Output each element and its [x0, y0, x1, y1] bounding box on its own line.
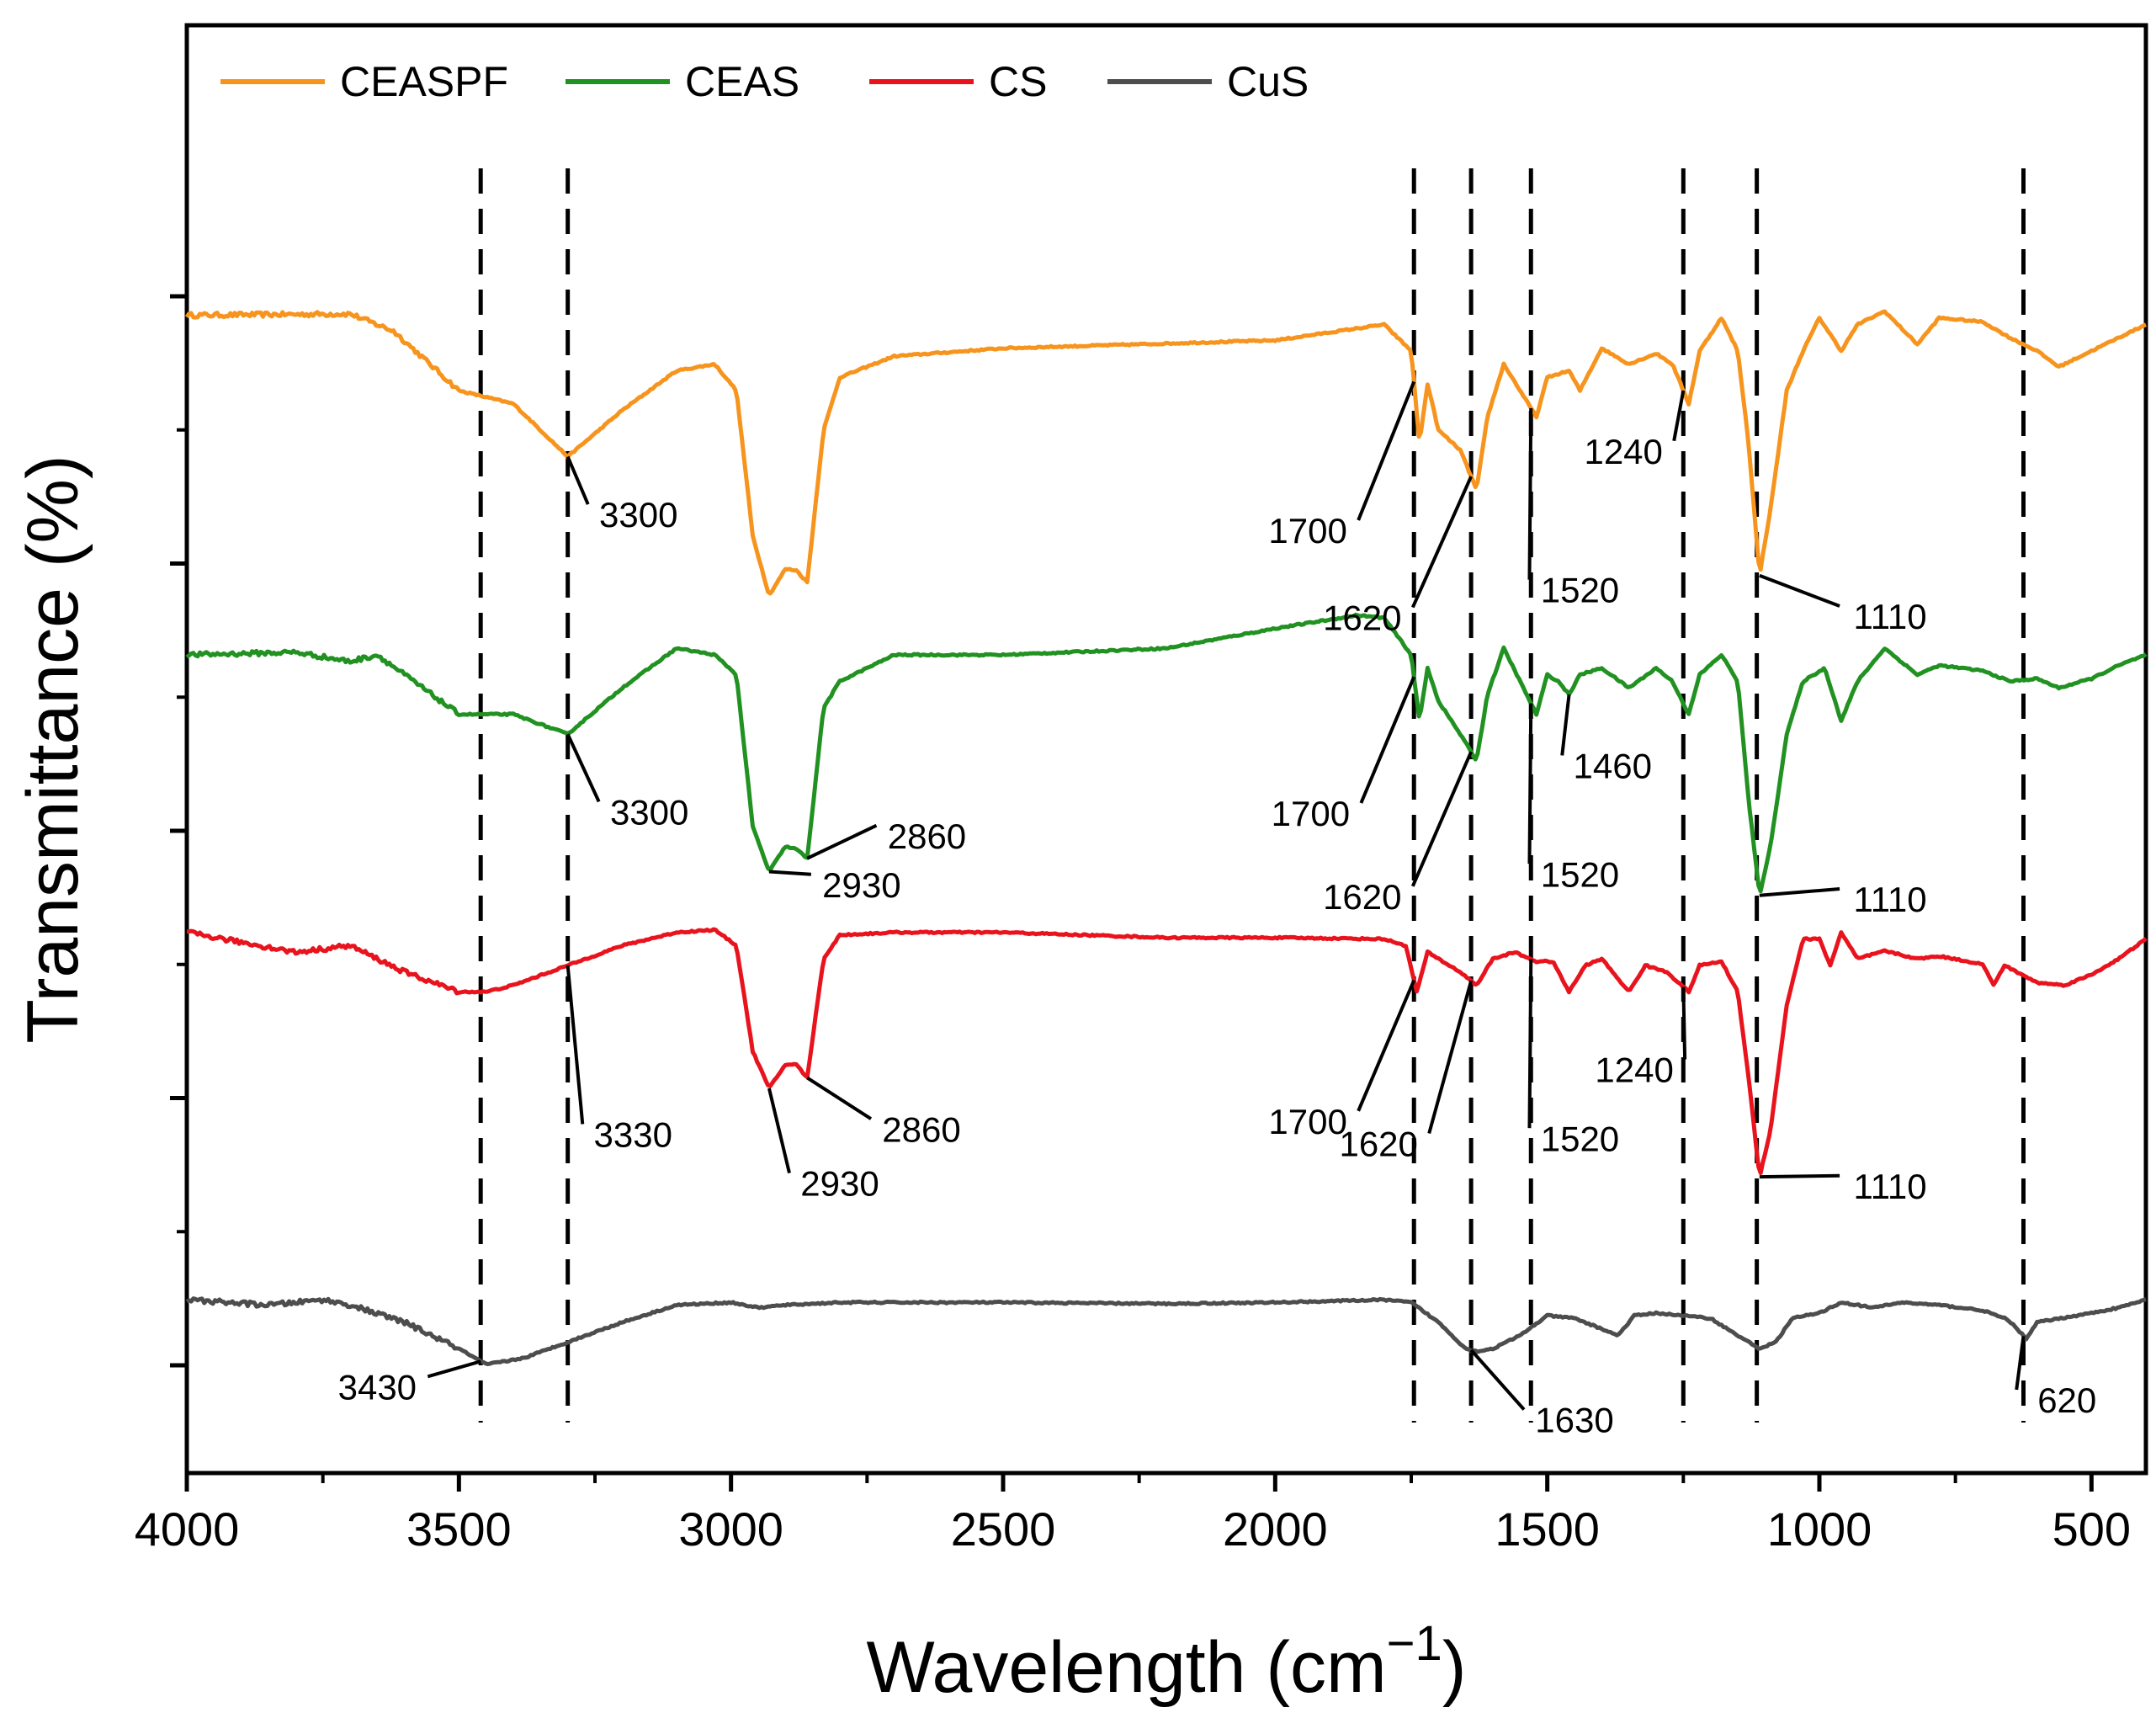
annotation-leader	[1357, 979, 1416, 1112]
annotation-label: 1620	[1323, 598, 1401, 638]
annotation-label: 3330	[594, 1115, 672, 1155]
x-axis: 4000 3500 3000 2500 2000 1500 1000 500	[135, 1473, 2131, 1556]
annotation-label: 2860	[882, 1109, 960, 1149]
annotation-leader	[1427, 980, 1474, 1135]
annotation-leader	[1359, 676, 1416, 804]
x-tick-label: 3000	[678, 1503, 783, 1556]
annotation-leader	[806, 1076, 873, 1120]
x-tick-label: 3500	[406, 1503, 512, 1556]
annotation-label: 1240	[1595, 1050, 1673, 1090]
annotation-label: 1520	[1541, 1119, 1619, 1158]
annotation-label: 3430	[338, 1367, 417, 1407]
x-tick-label: 1000	[1767, 1503, 1872, 1556]
legend-label-cs: CS	[989, 58, 1047, 105]
series-layer	[184, 309, 2148, 1366]
annotation-layer: 3300 170016201520124011103300286029301700…	[338, 380, 2096, 1440]
x-tick-label: 1500	[1495, 1503, 1600, 1556]
y-axis-title: Transmittance (%)	[13, 455, 93, 1043]
x-tick-label: 500	[2052, 1503, 2131, 1556]
plot-frame	[184, 23, 2148, 1476]
x-tick-label: 2500	[951, 1503, 1056, 1556]
x-axis-title-close: )	[1442, 1627, 1467, 1708]
annotation-leader	[2015, 1336, 2026, 1391]
annotation-label: 2930	[800, 1164, 879, 1204]
annotation-leader	[566, 965, 585, 1125]
series-line-cs	[187, 927, 2148, 1175]
annotation-label: 620	[2037, 1380, 2096, 1420]
annotation-leader	[806, 823, 878, 860]
x-axis-title-main: Wavelength (cm	[867, 1627, 1387, 1708]
annotation-leader	[1672, 390, 1686, 442]
reference-lines	[478, 168, 2026, 1423]
x-tick-label: 4000	[135, 1503, 240, 1556]
annotation-label: 1620	[1339, 1125, 1417, 1164]
annotation-label: 1520	[1541, 854, 1619, 894]
annotation-label: 1630	[1535, 1401, 1613, 1440]
annotation-label: 1700	[1268, 1102, 1346, 1141]
legend-label-ceaspf: CEASPF	[340, 58, 508, 105]
annotation-leader	[1527, 959, 1533, 1129]
annotation-leader	[1759, 573, 1840, 608]
annotation-label: 1700	[1272, 794, 1350, 833]
legend-label-ceas: CEAS	[685, 58, 799, 105]
legend-label-cus: CuS	[1227, 58, 1309, 105]
annotation-label: 1110	[1853, 1167, 1926, 1206]
annotation-leader	[1560, 694, 1571, 756]
annotation-leader	[767, 1088, 791, 1174]
annotation-leader	[427, 1359, 481, 1379]
annotation-label: 1110	[1853, 597, 1926, 636]
annotation-leader	[1357, 380, 1416, 521]
annotation-leader	[566, 733, 601, 803]
annotation-label: 2860	[888, 816, 966, 856]
annotation-label: 1110	[1853, 880, 1926, 919]
series-line-ceas	[185, 612, 2148, 894]
annotation-label: 2930	[822, 865, 900, 905]
y-axis	[170, 294, 187, 1368]
annotation-leader	[1410, 751, 1473, 887]
annotation-label: 1460	[1574, 747, 1652, 786]
x-axis-title: Wavelength (cm−1)	[867, 1616, 1467, 1708]
annotation-leader	[1410, 476, 1473, 609]
annotation-label: 1240	[1584, 432, 1662, 471]
annotation-leader	[768, 870, 811, 876]
annotation-leader	[1681, 987, 1687, 1060]
annotation-label: 1620	[1323, 877, 1401, 917]
annotation-label: 3300	[599, 495, 677, 535]
x-tick-label: 2000	[1223, 1503, 1328, 1556]
series-line-ceaspf	[184, 309, 2147, 596]
annotation-leader	[1759, 887, 1840, 897]
annotation-leader	[1759, 1173, 1840, 1179]
annotation-label: 1700	[1268, 511, 1346, 551]
annotation-leader	[566, 455, 590, 505]
annotation-leader	[1527, 703, 1533, 864]
annotation-label: 1520	[1541, 571, 1619, 610]
annotation-leader	[1527, 407, 1533, 580]
annotation-label: 3300	[610, 792, 688, 832]
annotation-leader	[1469, 1348, 1526, 1411]
series-line-cus	[185, 1296, 2147, 1366]
x-axis-title-superscript: −1	[1387, 1616, 1442, 1671]
legend: CEASPF CEAS CS CuS	[220, 58, 1309, 105]
